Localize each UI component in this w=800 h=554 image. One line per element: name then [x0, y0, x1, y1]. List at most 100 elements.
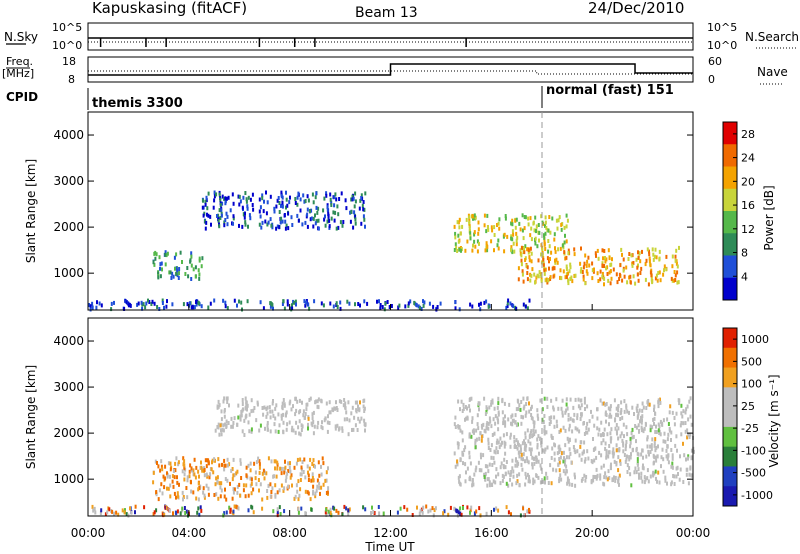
scatter-cell	[667, 453, 670, 458]
scatter-cell	[172, 469, 175, 473]
scatter-cell	[172, 274, 175, 279]
scatter-cell	[566, 406, 569, 411]
scatter-cell	[328, 224, 331, 229]
scatter-cell	[594, 475, 596, 479]
scatter-cell	[511, 466, 514, 471]
scatter-cell	[641, 401, 644, 406]
scatter-cell	[523, 215, 526, 219]
scatter-cell	[690, 448, 693, 453]
scatter-cell	[524, 258, 527, 262]
scatter-cell	[604, 259, 607, 264]
scatter-cell	[599, 269, 602, 274]
scatter-cell	[285, 190, 287, 195]
scatter-cell	[646, 468, 649, 473]
scatter-cell	[528, 258, 531, 263]
scatter-cell	[304, 303, 307, 308]
scatter-cell	[223, 463, 226, 468]
scatter-cell	[565, 455, 568, 460]
scatter-cell	[680, 421, 683, 425]
scatter-cell	[276, 510, 279, 515]
scatter-cell	[605, 453, 608, 458]
scatter-cell	[213, 198, 216, 203]
scatter-cell	[249, 197, 252, 202]
scatter-cell	[155, 508, 158, 513]
scatter-cell	[299, 432, 302, 437]
scatter-cell	[479, 452, 482, 457]
scatter-cell	[208, 475, 211, 480]
scatter-cell	[556, 451, 559, 456]
scatter-cell	[177, 460, 180, 465]
scatter-cell	[418, 511, 421, 516]
scatter-cell	[548, 416, 551, 421]
scatter-cell	[290, 473, 293, 478]
scatter-cell	[343, 417, 346, 422]
scatter-cell	[169, 483, 172, 488]
scatter-cell	[689, 432, 692, 437]
scatter-cell	[602, 438, 605, 443]
scatter-cell	[468, 455, 471, 460]
colorbar-segment	[723, 387, 737, 408]
scatter-cell	[247, 493, 250, 498]
scatter-cell	[486, 477, 489, 482]
colorbar-tick-label: 1000	[741, 333, 769, 346]
scatter-cell	[498, 226, 501, 231]
scatter-cell	[635, 406, 638, 411]
scatter-cell	[246, 299, 249, 304]
y-tick-label: 4000	[53, 334, 84, 348]
scatter-cell	[510, 414, 513, 419]
scatter-cell	[636, 451, 639, 456]
scatter-cell	[561, 410, 564, 415]
scatter-cell	[454, 415, 457, 420]
scatter-cell	[230, 416, 233, 421]
scatter-cell	[667, 422, 670, 426]
scatter-cell	[247, 420, 250, 425]
scatter-cell	[682, 421, 685, 426]
scatter-cell	[227, 421, 230, 425]
scatter-cell	[564, 256, 567, 261]
scatter-cell	[252, 408, 255, 413]
scatter-cell	[490, 400, 493, 404]
scatter-cell	[317, 405, 320, 410]
scatter-cell	[623, 399, 626, 404]
scatter-cell	[190, 489, 193, 494]
scatter-cell	[574, 475, 576, 480]
scatter-cell	[171, 479, 174, 484]
scatter-cell	[258, 465, 261, 470]
scatter-cell	[423, 300, 426, 305]
scatter-cell	[292, 428, 295, 433]
scatter-cell	[134, 504, 137, 509]
scatter-cell	[462, 461, 464, 466]
scatter-cell	[503, 249, 506, 254]
scatter-cell	[457, 239, 460, 244]
scatter-cell	[468, 450, 471, 455]
scatter-cell	[507, 417, 510, 422]
scatter-cell	[485, 405, 488, 410]
scatter-cell	[591, 460, 594, 465]
scatter-cell	[534, 215, 537, 220]
scatter-cell	[273, 209, 276, 214]
scatter-cell	[262, 209, 265, 214]
scatter-cell	[574, 438, 577, 443]
scatter-cell	[93, 506, 96, 511]
scatter-cell	[232, 509, 235, 514]
scatter-cell	[565, 272, 568, 277]
scatter-cell	[480, 468, 483, 473]
scatter-cell	[469, 236, 472, 241]
scatter-cell	[526, 509, 529, 514]
freq-label-2: [MHz]	[2, 67, 34, 80]
scatter-cell	[458, 247, 461, 252]
scatter-cell	[357, 302, 360, 306]
scatter-cell	[244, 222, 247, 227]
scatter-cell	[487, 227, 490, 232]
scatter-cell	[214, 428, 217, 433]
scatter-cell	[226, 463, 229, 468]
scatter-cell	[239, 461, 242, 466]
scatter-cell	[605, 402, 608, 406]
scatter-cell	[187, 274, 190, 279]
scatter-cell	[342, 220, 345, 224]
scatter-cell	[677, 280, 680, 285]
scatter-cell	[346, 299, 349, 304]
scatter-cell	[676, 270, 679, 275]
scatter-cell	[558, 479, 561, 484]
